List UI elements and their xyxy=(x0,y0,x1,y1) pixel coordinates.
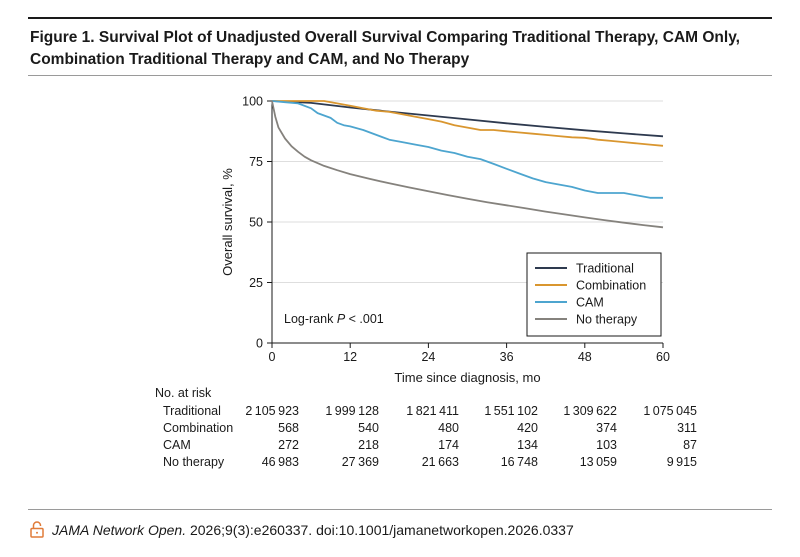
risk-cell: 9 915 xyxy=(666,455,697,469)
risk-cell: 568 xyxy=(278,421,299,435)
x-axis-label: Time since diagnosis, mo xyxy=(394,370,540,385)
risk-cell: 540 xyxy=(358,421,379,435)
risk-cell: 311 xyxy=(677,421,697,435)
survival-chart: 0 25 50 75 100 0 12 24 36 48 60 Time since diagnosi… xyxy=(220,95,670,386)
risk-row-label: Traditional xyxy=(163,404,221,418)
risk-cell: 272 xyxy=(278,438,299,452)
risk-cell: 1 999 128 xyxy=(325,404,379,418)
y-tick-label: 100 xyxy=(242,95,263,109)
series-line-cam xyxy=(271,100,663,199)
risk-cell: 1 075 045 xyxy=(643,404,697,418)
x-tick-label: 36 xyxy=(500,350,514,364)
legend-label: Combination xyxy=(576,279,646,293)
footer-rule xyxy=(28,509,772,510)
figure-title: Figure 1. Survival Plot of Unadjusted Ov… xyxy=(30,29,740,68)
risk-cell: 480 xyxy=(438,421,459,435)
y-axis-label: Overall survival, % xyxy=(220,168,235,276)
risk-cell: 16 748 xyxy=(500,455,538,469)
risk-cell: 27 369 xyxy=(341,455,379,469)
risk-cell: 374 xyxy=(596,421,617,435)
risk-cell: 2 105 923 xyxy=(245,404,299,418)
legend-label: CAM xyxy=(576,296,604,310)
open-lock-icon xyxy=(30,521,44,541)
risk-row-label: No therapy xyxy=(163,455,225,469)
series-line-no-therapy xyxy=(271,100,664,229)
x-tick-label: 0 xyxy=(269,350,276,364)
risk-row-label: CAM xyxy=(163,438,191,452)
legend-box xyxy=(526,252,662,337)
risk-cell: 218 xyxy=(358,438,379,452)
x-tick-label: 12 xyxy=(343,350,357,364)
logrank-annotation: Log-rank P < .001 xyxy=(284,312,384,326)
risk-cell: 174 xyxy=(438,438,459,452)
y-tick-label: 75 xyxy=(249,155,263,169)
risk-cell: 46 983 xyxy=(261,455,299,469)
risk-cell: 1 309 622 xyxy=(563,404,617,418)
x-tick-label: 24 xyxy=(421,350,435,364)
risk-cell: 103 xyxy=(596,438,617,452)
top-rule xyxy=(28,17,772,19)
risk-table-heading: No. at risk xyxy=(155,386,212,400)
title-rule xyxy=(28,75,772,76)
series-line-combination xyxy=(272,100,664,147)
citation-footer: JAMA Network Open. 2026;9(3):e260337. do… xyxy=(30,521,574,541)
legend-label: Traditional xyxy=(576,262,634,276)
y-tick-label: 0 xyxy=(256,337,263,351)
risk-cell: 1 551 102 xyxy=(484,404,538,418)
risk-cell: 87 xyxy=(683,438,697,452)
x-tick-label: 48 xyxy=(578,350,592,364)
risk-cell: 134 xyxy=(517,438,538,452)
risk-cell: 1 821 411 xyxy=(406,404,459,418)
legend-label: No therapy xyxy=(576,313,638,327)
risk-cell: 420 xyxy=(517,421,538,435)
risk-row-label: Combination xyxy=(163,421,234,435)
series-line-traditional xyxy=(271,100,664,138)
x-tick-label: 60 xyxy=(656,350,670,364)
journal-name: JAMA Network Open. xyxy=(52,522,187,538)
risk-cell: 13 059 xyxy=(579,455,617,469)
risk-cell: 21 663 xyxy=(421,455,459,469)
y-tick-label: 50 xyxy=(249,216,263,230)
y-tick-label: 25 xyxy=(249,276,263,290)
citation-text: 2026;9(3):e260337. doi:10.1001/jamanetwo… xyxy=(189,522,574,538)
